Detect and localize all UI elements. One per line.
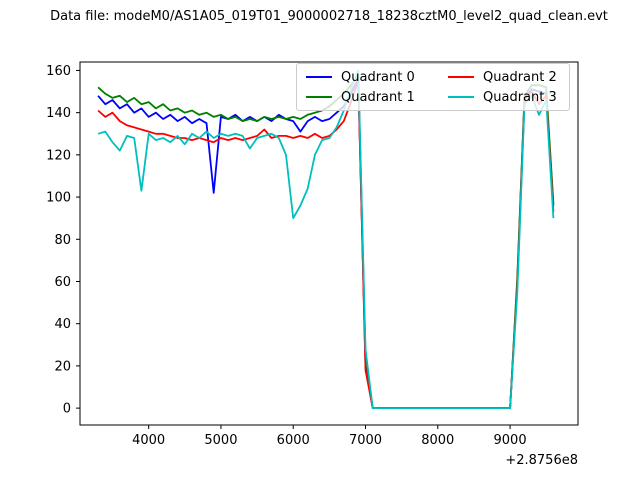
legend-entry-quadrant-3: Quadrant 3 — [448, 87, 560, 107]
legend-label: Quadrant 3 — [483, 89, 557, 105]
y-tick-label: 80 — [54, 233, 71, 248]
y-tick-label: 60 — [54, 275, 71, 290]
legend-line-sample — [306, 76, 332, 78]
x-axis-offset-label: +2.8756e8 — [505, 453, 578, 468]
legend-line-sample — [448, 96, 474, 98]
legend-label: Quadrant 1 — [341, 89, 415, 105]
legend-entry-quadrant-0: Quadrant 0 — [306, 67, 418, 87]
x-tick-label: 7000 — [349, 433, 382, 448]
legend-line-sample — [448, 76, 474, 78]
y-tick-label: 140 — [46, 106, 71, 121]
legend: Quadrant 0 Quadrant 1 Quadrant 2 Quadrant 3 — [296, 63, 570, 111]
axes-frame — [79, 61, 579, 426]
y-tick-label: 120 — [46, 148, 71, 163]
legend-label: Quadrant 2 — [483, 69, 557, 85]
x-tick-label: 4000 — [132, 433, 165, 448]
y-tick-label: 40 — [54, 317, 71, 332]
series-line-quadrant-3 — [97, 69, 555, 410]
legend-entry-quadrant-1: Quadrant 1 — [306, 87, 418, 107]
legend-line-sample — [306, 96, 332, 98]
x-tick-label: 6000 — [277, 433, 310, 448]
y-tick-label: 0 — [63, 402, 71, 417]
y-tick-label: 160 — [46, 64, 71, 79]
x-tick-label: 9000 — [494, 433, 527, 448]
y-tick-label: 20 — [54, 359, 71, 374]
y-tick-label: 100 — [46, 191, 71, 206]
x-tick-label: 5000 — [204, 433, 237, 448]
legend-label: Quadrant 0 — [341, 69, 415, 85]
legend-entry-quadrant-2: Quadrant 2 — [448, 67, 560, 87]
plot-title: Data file: modeM0/AS1A05_019T01_90000027… — [50, 9, 608, 24]
x-tick-label: 8000 — [421, 433, 454, 448]
